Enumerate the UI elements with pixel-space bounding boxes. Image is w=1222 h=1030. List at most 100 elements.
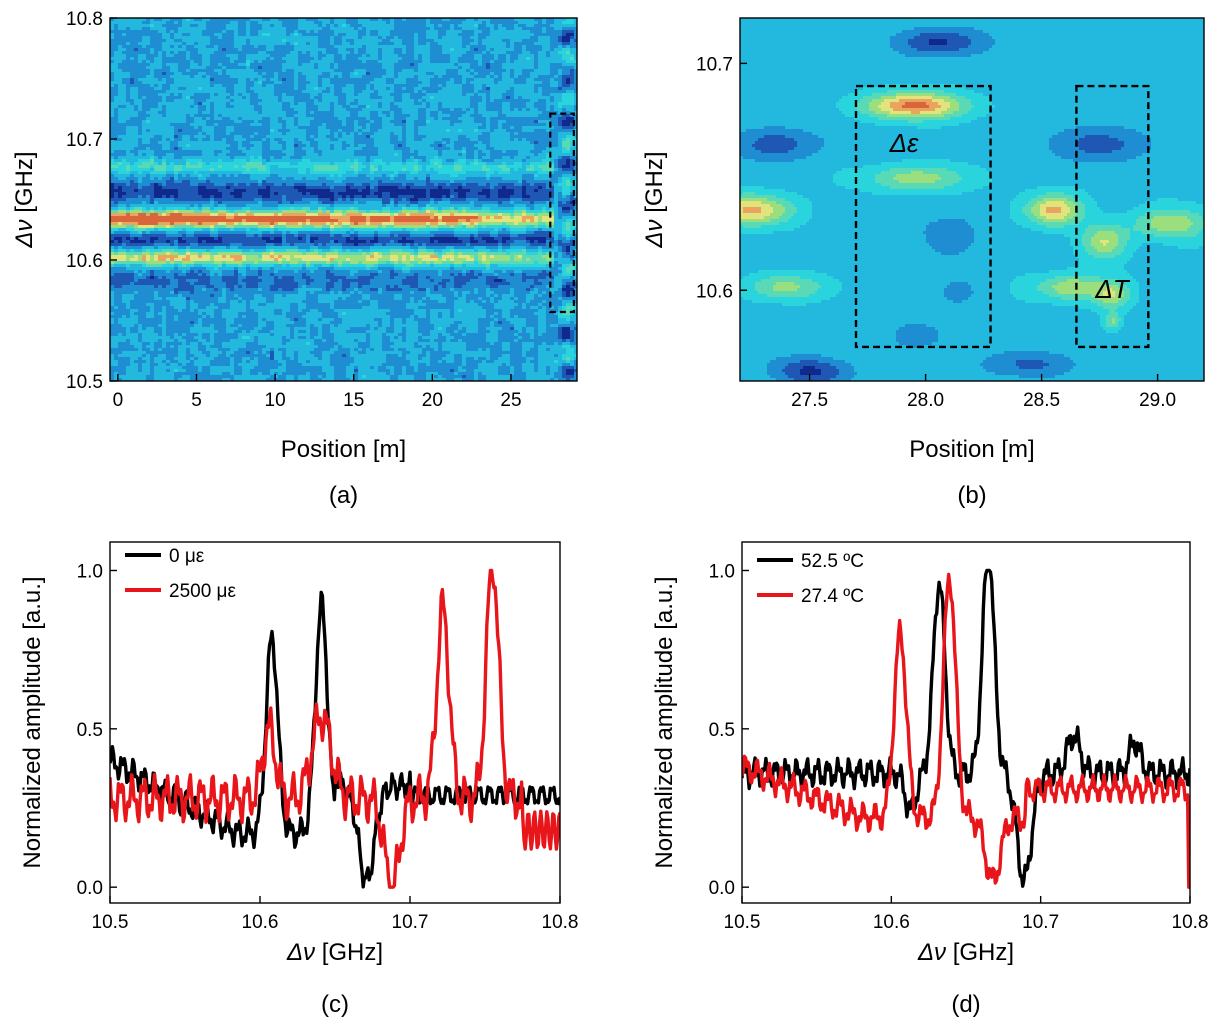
heat-cell-a [130, 282, 135, 286]
heat-cell-a [202, 54, 207, 58]
heat-cell-a [114, 330, 119, 334]
heat-cell-a [258, 225, 263, 229]
heat-cell-a [146, 327, 151, 331]
heat-cell-a [254, 60, 259, 64]
heat-cell-a [266, 285, 271, 289]
heat-cell-a [110, 276, 115, 280]
heat-cell-a [222, 222, 227, 226]
heat-cell-a [150, 378, 155, 381]
heat-cell-a [154, 33, 159, 37]
heat-cell-a [222, 237, 227, 241]
heat-cell-a [214, 240, 219, 244]
heat-cell-a [270, 279, 275, 283]
heat-cell-a [206, 279, 211, 283]
heat-cell-a [242, 318, 247, 322]
heat-cell-a [114, 366, 119, 370]
heat-cell-a [226, 135, 231, 139]
heat-cell-a [266, 27, 271, 31]
heat-cell-a [158, 378, 163, 381]
heat-cell-a [198, 162, 203, 166]
heat-cell-a [158, 171, 163, 175]
heat-cell-a [214, 42, 219, 46]
heat-cell-a [198, 237, 203, 241]
heat-cell-a [126, 36, 131, 40]
heat-cell-a [238, 267, 243, 271]
heat-cell-a [262, 126, 267, 130]
heat-cell-a [214, 339, 219, 343]
heat-cell-a [262, 336, 267, 340]
heat-cell-a [166, 255, 171, 259]
heat-cell-a [226, 264, 231, 268]
heat-cell-a [202, 225, 207, 229]
heat-cell-a [122, 24, 127, 28]
heat-cell-a [130, 27, 135, 31]
heat-cell-a [174, 330, 179, 334]
heat-cell-a [178, 264, 183, 268]
heat-cell-a [146, 330, 151, 334]
heat-cell-a [142, 342, 147, 346]
heat-cell-a [178, 246, 183, 250]
heat-cell-a [114, 21, 119, 25]
heat-cell-a [122, 354, 127, 358]
heat-cell-a [250, 99, 255, 103]
heat-cell-a [270, 351, 275, 355]
heat-cell-a [146, 153, 151, 157]
heat-cell-a [206, 87, 211, 91]
heat-cell-a [242, 186, 247, 190]
heat-cell-a [238, 216, 243, 220]
heat-cell-a [214, 78, 219, 82]
heat-cell-a [110, 354, 115, 358]
heat-cell-a [150, 264, 155, 268]
heat-cell-a [130, 84, 135, 88]
heat-cell-a [262, 207, 267, 211]
heat-cell-a [170, 321, 175, 325]
heat-cell-a [190, 231, 195, 235]
heat-cell-a [134, 195, 139, 199]
heat-cell-a [266, 378, 271, 381]
heat-cell-a [254, 132, 259, 136]
heat-cell-a [210, 192, 215, 196]
heat-cell-a [146, 213, 151, 217]
heat-cell-a [262, 51, 267, 55]
heat-cell-a [214, 147, 219, 151]
heat-cell-a [158, 189, 163, 193]
heat-cell-a [122, 165, 127, 169]
heat-cell-a [266, 207, 271, 211]
heat-cell-a [230, 222, 235, 226]
heat-cell-a [154, 132, 159, 136]
heat-cell-a [174, 111, 179, 115]
heat-cell-a [238, 48, 243, 52]
heat-cell-a [110, 69, 115, 73]
heat-cell-a [178, 243, 183, 247]
heat-cell-a [162, 144, 167, 148]
heat-cell-a [210, 219, 215, 223]
heat-cell-a [158, 24, 163, 28]
heat-cell-a [222, 78, 227, 82]
heat-cell-a [110, 114, 115, 118]
heat-cell-a [182, 186, 187, 190]
heat-cell-a [238, 75, 243, 79]
heat-cell-a [162, 375, 167, 379]
heat-cell-a [210, 168, 215, 172]
heat-cell-a [138, 126, 143, 130]
heat-cell-a [154, 318, 159, 322]
heat-cell-a [130, 63, 135, 67]
heat-cell-a [242, 267, 247, 271]
heat-cell-a [138, 327, 143, 331]
heat-cell-a [158, 198, 163, 202]
heat-cell-a [182, 369, 187, 373]
heat-cell-a [254, 99, 259, 103]
heat-cell-a [186, 120, 191, 124]
heat-cell-a [246, 306, 251, 310]
heat-cell-a [206, 318, 211, 322]
heat-cell-a [250, 258, 255, 262]
heat-cell-a [206, 294, 211, 298]
heat-cell-a [126, 225, 131, 229]
heat-cell-a [254, 225, 259, 229]
heat-cell-a [198, 231, 203, 235]
heat-cell-a [238, 33, 243, 37]
heat-cell-a [234, 90, 239, 94]
heat-cell-a [118, 24, 123, 28]
heat-cell-a [114, 39, 119, 43]
heat-cell-a [182, 162, 187, 166]
